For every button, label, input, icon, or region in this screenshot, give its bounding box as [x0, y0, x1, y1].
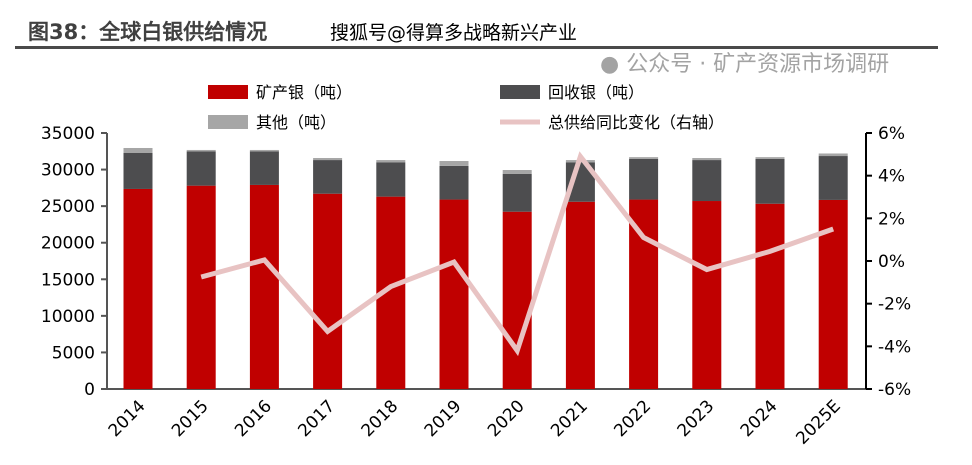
bar-segment — [313, 193, 343, 389]
x-tick-label: 2019 — [421, 396, 466, 441]
bar-segment — [818, 153, 848, 157]
right-tick-label: 6% — [878, 124, 905, 144]
legend-label: 回收银（吨） — [548, 83, 644, 102]
bar-segment — [249, 151, 279, 185]
legend-swatch — [208, 115, 248, 129]
left-tick-label: 15000 — [41, 270, 95, 290]
x-tick-label: 2025E — [792, 396, 844, 448]
bar-segment — [439, 165, 469, 200]
bar-segment — [692, 160, 722, 202]
bar-segment — [186, 185, 216, 389]
bar-segment — [439, 199, 469, 389]
x-tick-label: 2023 — [674, 396, 719, 441]
chart-title: 图38：全球白银供给情况 — [28, 20, 268, 44]
bar-segment — [313, 158, 343, 161]
legend-label: 总供给同比变化（右轴） — [548, 113, 724, 132]
right-tick-label: 0% — [878, 252, 905, 272]
right-tick-label: 4% — [878, 167, 905, 187]
legend-label: 其他（吨） — [256, 113, 336, 132]
bar-segment — [629, 158, 659, 200]
title-divider — [15, 46, 938, 49]
bar-segment — [629, 199, 659, 389]
x-tick-label: 2015 — [168, 396, 213, 441]
left-tick-label: 5000 — [52, 343, 95, 363]
bar-segment — [123, 152, 153, 189]
bar-segment — [123, 147, 153, 153]
bar-segment — [249, 149, 279, 152]
bar-segment — [186, 149, 216, 152]
right-tick-label: -6% — [878, 380, 911, 400]
left-tick-label: 20000 — [41, 234, 95, 254]
x-tick-label: 2018 — [358, 396, 403, 441]
bar-segment — [123, 188, 153, 389]
x-tick-label: 2024 — [737, 396, 782, 441]
x-tick-label: 2017 — [294, 396, 339, 441]
bar-segment — [692, 158, 722, 161]
watermark-bottom-text: 公众号 · 矿产资源市场调研 — [626, 52, 890, 77]
x-tick-label: 2020 — [484, 396, 529, 441]
bar-segment — [313, 160, 343, 194]
x-tick-label: 2014 — [105, 396, 150, 441]
x-tick-label: 2022 — [610, 396, 655, 441]
bar-segment — [565, 201, 595, 389]
left-tick-label: 35000 — [41, 124, 95, 144]
bar-segment — [818, 199, 848, 389]
bar-segment — [692, 201, 722, 389]
left-tick-label: 0 — [84, 380, 95, 400]
x-tick-label: 2021 — [547, 396, 592, 441]
bar-segment — [249, 184, 279, 389]
left-tick-label: 25000 — [41, 197, 95, 217]
legend-swatch — [208, 85, 248, 99]
bar-segment — [755, 157, 785, 159]
bar-segment — [376, 162, 406, 197]
bar-segment — [439, 161, 469, 166]
left-tick-label: 10000 — [41, 307, 95, 327]
right-tick-label: -2% — [878, 295, 911, 315]
legend-swatch — [500, 85, 540, 99]
legend-label: 矿产银（吨） — [256, 83, 352, 102]
x-tick-label: 2016 — [231, 396, 276, 441]
bar-segment — [818, 156, 848, 200]
bar-segment — [376, 160, 406, 163]
bar-segment — [629, 157, 659, 159]
bar-segment — [502, 170, 532, 174]
wechat-icon: ● — [600, 52, 620, 77]
left-tick-label: 30000 — [41, 161, 95, 181]
bar-segment — [755, 203, 785, 389]
watermark-bottom: ● 公众号 · 矿产资源市场调研 — [600, 52, 889, 78]
bar-segment — [186, 151, 216, 186]
bar-segment — [755, 158, 785, 204]
bar-segment — [502, 211, 532, 389]
watermark-top: 搜狐号@得算多战略新兴产业 — [330, 22, 578, 44]
bar-segment — [502, 173, 532, 212]
right-tick-label: -4% — [878, 337, 911, 357]
right-tick-label: 2% — [878, 209, 905, 229]
